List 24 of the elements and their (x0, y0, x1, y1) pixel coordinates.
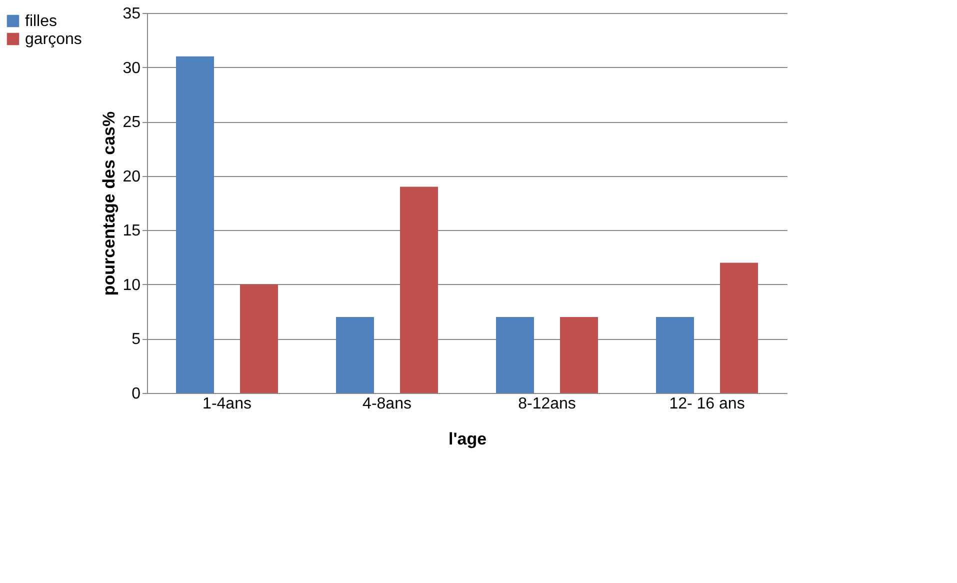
y-tick-label: 0 (132, 386, 141, 402)
bar (400, 186, 438, 393)
bar (176, 56, 214, 393)
x-tick-label: 1-4ans (202, 396, 252, 412)
bar (240, 284, 278, 393)
y-tick-label: 5 (132, 331, 141, 348)
legend-label: filles (25, 13, 58, 30)
y-tick-label: 30 (122, 60, 141, 77)
x-tick-label: 4-8ans (362, 396, 412, 412)
x-tick-label: 8-12ans (518, 396, 576, 412)
bar (336, 317, 374, 393)
y-tick-label: 25 (122, 114, 141, 132)
y-tick-label: 35 (122, 6, 141, 22)
bar (656, 317, 694, 393)
y-tick-label: 15 (122, 222, 141, 240)
bar (496, 317, 534, 393)
y-axis-title: pourcentage des cas% (100, 111, 119, 296)
bar (560, 317, 598, 393)
x-axis-title: l'age (448, 430, 487, 448)
y-tick-label: 10 (122, 276, 141, 294)
bar (720, 262, 758, 393)
legend-label: garçons (25, 31, 82, 48)
y-tick-label: 20 (122, 168, 141, 186)
x-tick-label: 12- 16 ans (669, 396, 745, 412)
